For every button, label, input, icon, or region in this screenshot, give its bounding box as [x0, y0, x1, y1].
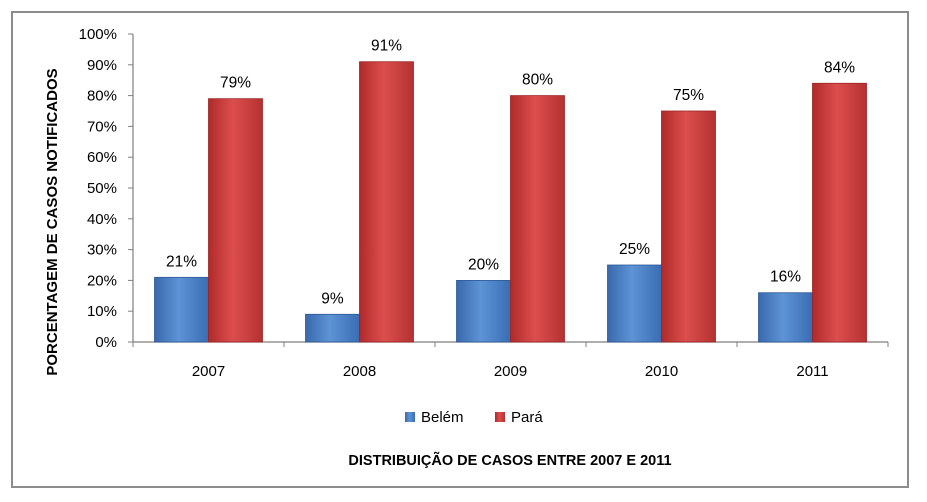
bar-belem [758, 292, 813, 343]
data-label-para: 79% [220, 75, 251, 92]
legend-swatch-para [495, 412, 505, 422]
bar-para [812, 82, 867, 343]
data-label-belem: 21% [166, 253, 197, 270]
data-label-belem: 16% [770, 269, 801, 286]
bar-belem [607, 264, 662, 343]
bar-belem [456, 279, 511, 343]
bar-para [359, 61, 414, 343]
data-label-belem: 9% [321, 290, 344, 307]
y-tick-label: 30% [87, 242, 117, 259]
data-label-para: 75% [673, 87, 704, 104]
legend-label-para: Pará [511, 409, 543, 426]
y-axis-label: PORCENTAGEM DE CASOS NOTIFICADOS [44, 68, 61, 375]
y-tick-label: 10% [87, 303, 117, 320]
x-tick-label: 2010 [645, 363, 678, 380]
y-tick-label: 80% [87, 88, 117, 105]
y-tick-label: 20% [87, 272, 117, 289]
x-axis-title: DISTRIBUIÇÃO DE CASOS ENTRE 2007 E 2011 [348, 451, 671, 469]
bar-para [208, 98, 263, 343]
y-tick-label: 90% [87, 57, 117, 74]
x-tick-label: 2008 [343, 363, 376, 380]
data-label-para: 91% [371, 38, 402, 55]
bar-belem [154, 276, 209, 343]
data-label-para: 80% [522, 72, 553, 89]
y-tick-label: 70% [87, 118, 117, 135]
data-label-para: 84% [824, 59, 855, 76]
data-label-belem: 25% [619, 241, 650, 258]
bar-para [510, 95, 565, 343]
legend-label-belem: Belém [421, 409, 464, 426]
legend-swatch-belem [405, 412, 415, 422]
x-tick-label: 2007 [192, 363, 225, 380]
y-tick-label: 0% [95, 334, 117, 351]
x-tick-label: 2009 [494, 363, 527, 380]
y-tick-label: 60% [87, 149, 117, 166]
chart-frame [11, 11, 909, 488]
legend: Belém Pará [405, 409, 543, 426]
bar-para [661, 110, 716, 343]
data-label-belem: 20% [468, 256, 499, 273]
x-tick-label: 2011 [796, 363, 828, 380]
y-tick-label: 40% [87, 211, 117, 228]
y-tick-label: 100% [79, 26, 117, 43]
y-tick-label: 50% [87, 180, 117, 197]
bar-belem [305, 313, 360, 343]
